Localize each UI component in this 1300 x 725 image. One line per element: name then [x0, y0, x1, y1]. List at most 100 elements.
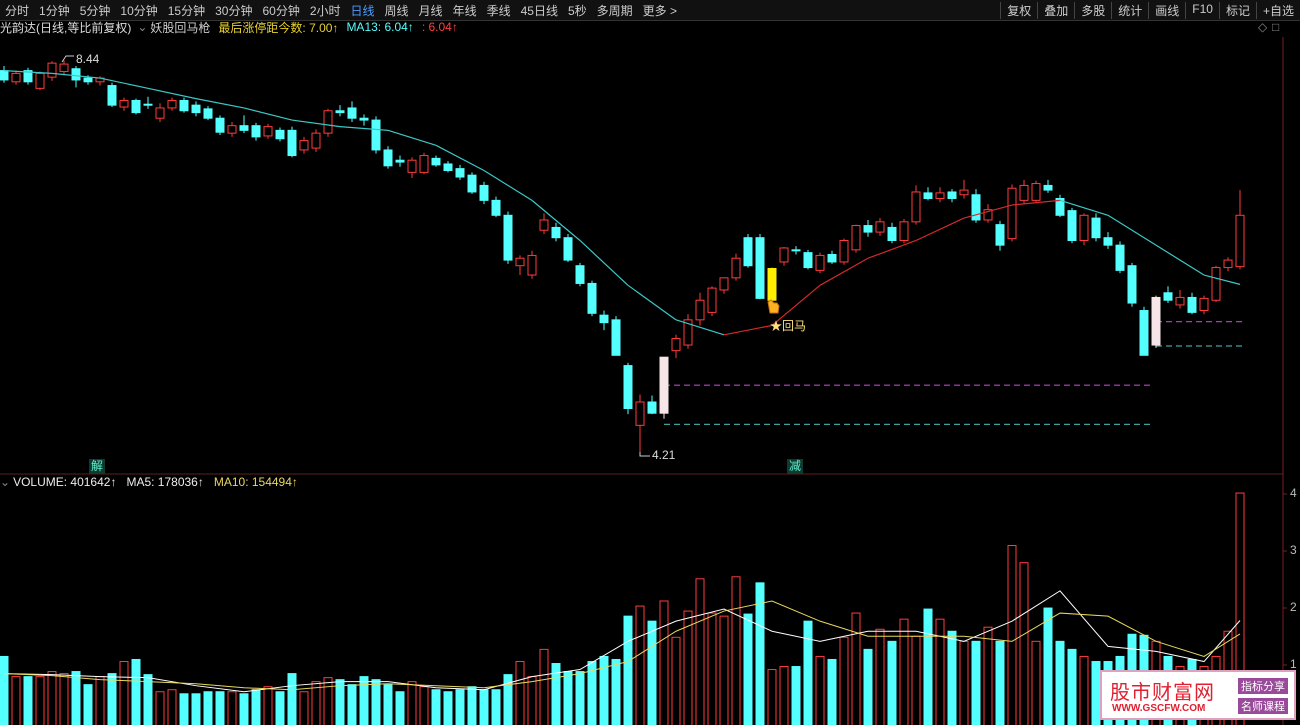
period-tab[interactable]: 2小时	[309, 3, 341, 18]
volume-bar	[191, 693, 201, 725]
y-tick-label: 4	[1290, 486, 1297, 500]
signal-label: ★回马	[770, 319, 806, 333]
tool-button[interactable]: 画线	[1148, 1, 1185, 19]
indicator-label: 最后涨停距今数: 7.00↑	[218, 20, 339, 35]
tool-button[interactable]: 统计	[1111, 1, 1148, 19]
period-tab[interactable]: 周线	[384, 3, 409, 18]
candle-body	[1019, 184, 1029, 201]
candle-body	[755, 237, 765, 299]
volume-bar	[743, 613, 753, 725]
candle-body	[371, 119, 381, 151]
volume-bar	[923, 608, 933, 725]
volume-bar	[695, 578, 705, 725]
candle-body	[743, 237, 753, 267]
ma-line	[1155, 244, 1205, 276]
ma-line	[819, 257, 869, 286]
candle-body	[767, 268, 777, 301]
period-tab[interactable]: 5分钟	[79, 3, 111, 18]
period-tab[interactable]: 45日线	[520, 3, 558, 18]
candle-body	[1151, 296, 1161, 346]
candle-body	[1187, 296, 1197, 313]
period-tab[interactable]: 年线	[452, 3, 477, 18]
candle-body	[863, 225, 873, 233]
volume-bar	[335, 679, 345, 725]
indicator-name[interactable]: 妖股回马枪	[150, 20, 211, 35]
volume-bar	[431, 689, 441, 725]
volume-bar	[599, 655, 609, 725]
ma-line	[1059, 199, 1109, 216]
volume-bar	[155, 691, 165, 725]
period-tab[interactable]: 10分钟	[120, 3, 158, 18]
volume-bar	[671, 636, 681, 725]
panel-icon[interactable]: □	[1272, 20, 1279, 34]
candle-body	[119, 99, 129, 108]
collapse-icon[interactable]: ⌄	[0, 475, 11, 489]
candle-body	[815, 254, 825, 271]
badge: 减	[789, 459, 801, 473]
candle-body	[671, 338, 681, 352]
volume-bar	[1079, 655, 1089, 725]
volume-bar	[587, 661, 597, 725]
candle-body	[611, 319, 621, 356]
volume-bar	[323, 677, 333, 725]
period-tab[interactable]: 季线	[486, 3, 511, 18]
candle-body	[455, 168, 465, 178]
volume-bar	[47, 671, 57, 725]
candle-body	[779, 247, 789, 263]
volume-bar	[767, 669, 777, 725]
ma-line	[771, 284, 821, 326]
candle-body	[1067, 210, 1077, 241]
volume-bar	[251, 689, 261, 725]
period-tab[interactable]: 30分钟	[215, 3, 253, 18]
candle-body	[491, 199, 501, 216]
candle-body	[527, 254, 537, 276]
candle-body	[311, 132, 321, 149]
candle-body	[599, 314, 609, 324]
volume-bar	[227, 691, 237, 725]
candle-body	[1211, 267, 1221, 301]
y-tick-label: 3	[1290, 543, 1297, 557]
volume-bar	[791, 666, 801, 725]
volume-bar	[71, 671, 81, 725]
period-tab[interactable]: 月线	[418, 3, 443, 18]
candle-body	[479, 184, 489, 201]
volume-bar	[299, 691, 309, 725]
annotation-arrow	[61, 55, 74, 63]
period-tab[interactable]: 15分钟	[167, 3, 206, 18]
volume-bar	[119, 661, 129, 725]
volume-bar	[239, 693, 249, 725]
panel-icon[interactable]: ◇	[1258, 20, 1268, 34]
tool-button[interactable]: 叠加	[1037, 1, 1074, 19]
period-tab[interactable]: 1分钟	[39, 3, 70, 18]
candle-body	[791, 249, 801, 252]
volume-bar	[947, 630, 957, 725]
y-tick-label: 2	[1290, 600, 1297, 614]
candle-body	[467, 174, 477, 193]
period-tab[interactable]: 更多 >	[642, 3, 677, 18]
ma-line	[1203, 274, 1241, 285]
candle-body	[1139, 310, 1149, 356]
candle-body	[275, 129, 285, 140]
period-tab[interactable]: 分时	[5, 3, 30, 18]
volume-bar	[803, 620, 813, 725]
ma-line	[1107, 214, 1157, 246]
candle-body	[443, 163, 453, 171]
tool-button[interactable]: 复权	[1000, 1, 1037, 19]
tool-button[interactable]: F10	[1185, 1, 1219, 19]
hand-cursor	[767, 299, 780, 314]
volume-header: ⌄ VOLUME: 401642↑ MA5: 178036↑ MA10: 154…	[0, 474, 298, 490]
tool-button[interactable]: +自选	[1255, 1, 1300, 19]
collapse-icon[interactable]: ⌄	[137, 20, 148, 34]
volume-bar	[779, 666, 789, 725]
volume-bar	[35, 676, 45, 725]
volume-bar	[887, 640, 897, 725]
candle-body	[935, 192, 945, 199]
volume-bar	[839, 636, 849, 725]
candle-body	[827, 254, 837, 263]
tool-button[interactable]: 多股	[1074, 1, 1111, 19]
period-tab[interactable]: 60分钟	[262, 3, 300, 18]
period-tab[interactable]: 日线	[350, 3, 375, 18]
period-tab[interactable]: 5秒	[567, 3, 587, 18]
period-tab[interactable]: 多周期	[596, 3, 633, 18]
tool-button[interactable]: 标记	[1218, 1, 1256, 19]
